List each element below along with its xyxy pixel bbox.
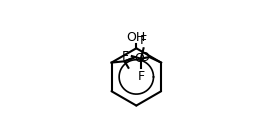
Text: O: O [134, 51, 144, 65]
Text: O: O [139, 51, 149, 64]
Text: OH: OH [127, 31, 146, 44]
Text: F: F [137, 70, 144, 83]
Text: F: F [140, 34, 147, 47]
Text: F: F [122, 50, 129, 63]
